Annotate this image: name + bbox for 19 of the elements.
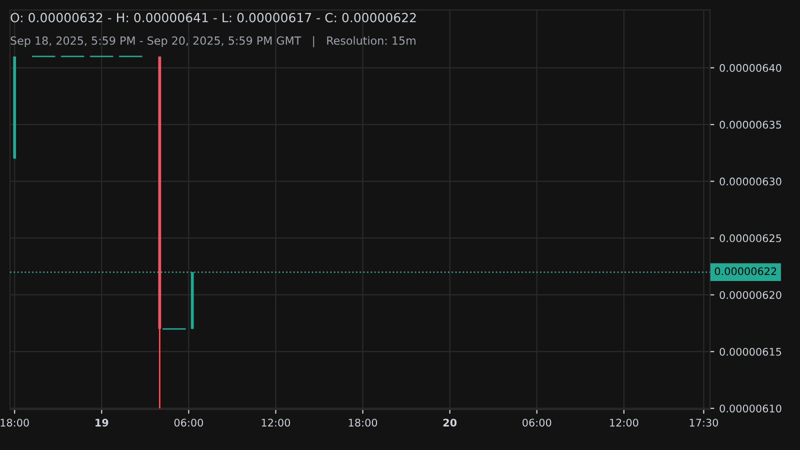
x-tick-label: 17:30 <box>690 418 718 427</box>
text: Sep 18, 2025, 5:59 PM - Sep 20, 2025, 5:59 PM GMT | Resolution: 15m <box>10 36 416 48</box>
x-tick-label: 12:00 <box>610 418 638 427</box>
x-tick-label: 18:00 <box>0 418 29 427</box>
y-tick-label: 0.00000625 <box>720 234 782 242</box>
y-tick-label: 0.00000610 <box>720 404 782 412</box>
x-tick-label: 20 <box>443 418 457 427</box>
y-tick-label: 0.00000615 <box>720 348 782 356</box>
chart-title: O: 0.00000632 - H: 0.00000641 - L: 0.00000617 - C: 0.00000622 <box>10 12 416 22</box>
ref-line-label: 0.00000622 <box>714 267 776 276</box>
x-tick-label: 18:00 <box>348 418 378 427</box>
y-tick-label: 0.00000630 <box>720 178 782 186</box>
y-tick-label: 0.00000640 <box>720 64 782 72</box>
x-tick-label: 06:00 <box>522 418 552 427</box>
x-tick-label: 12:00 <box>262 418 290 427</box>
x-tick-label: 19 <box>96 418 108 427</box>
x-tick-label: 06:00 <box>174 418 204 427</box>
y-tick-label: 0.00000635 <box>720 120 782 129</box>
y-tick-label: 0.00000620 <box>720 291 782 299</box>
